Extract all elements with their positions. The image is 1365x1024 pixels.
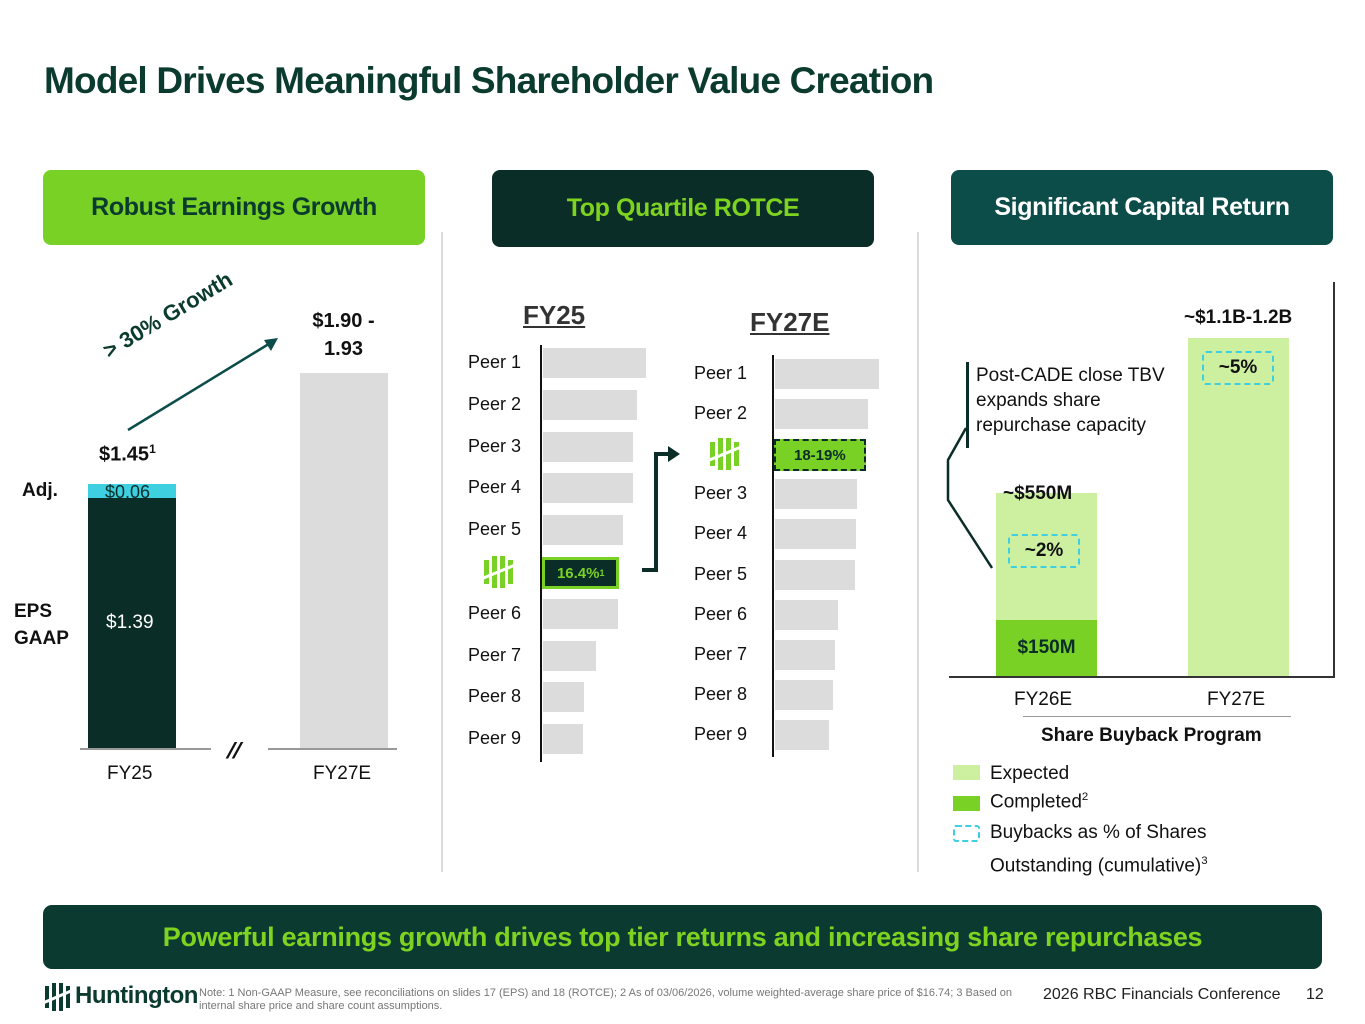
bar-fy27e (300, 373, 388, 748)
x-axis-line (949, 676, 1335, 678)
bar-peer-8 (775, 679, 833, 710)
category-label: Peer 7 (693, 643, 747, 664)
bar-peer-4 (775, 519, 856, 550)
bar-peer-3 (543, 431, 633, 462)
label-adj: Adj. (22, 480, 58, 501)
y-axis-line (772, 355, 774, 757)
label-eps-gaap: EPS GAAP (14, 601, 69, 649)
bar-peer-2 (543, 389, 638, 420)
bar-peer-5 (775, 559, 855, 590)
pct-label-fy27e: ~5% (1202, 351, 1274, 385)
bar-peer-2 (775, 399, 869, 430)
x-axis-line (268, 748, 397, 750)
category-label: Peer 3 (467, 435, 521, 456)
label-fy25-total: $1.451 (99, 442, 156, 466)
axis-break: // (223, 738, 245, 763)
bar-huntington: 18-19% (774, 439, 866, 472)
capital-annotation: Post-CADE close TBV expands share repurc… (976, 365, 1165, 436)
page-number: 12 (1306, 986, 1324, 1003)
y-axis-line (540, 345, 542, 762)
x-label-fy27e: FY27E (313, 763, 372, 784)
bar-peer-5 (543, 515, 623, 546)
label-eps-gaap-value: $1.39 (106, 612, 154, 633)
x-axis-line (80, 748, 211, 750)
bar-fy26e-expected (996, 493, 1097, 621)
bar-fy25-eps-gaap (88, 498, 176, 748)
annotation-leader (946, 427, 994, 569)
footnote: Note: 1 Non-GAAP Measure, see reconcilia… (199, 987, 1013, 1012)
bar-peer-3 (775, 479, 857, 510)
category-label: Peer 3 (693, 483, 747, 504)
category-label: Peer 1 (467, 352, 521, 372)
legend-swatch-completed (953, 796, 980, 811)
category-label: Peer 6 (467, 602, 521, 623)
bar-fy26e-completed: $150M (996, 620, 1097, 676)
divider (1023, 716, 1291, 717)
rotce-fy25-title: FY25 (523, 300, 586, 330)
legend-pct: Buybacks as % of Shares Outstanding (cum… (990, 822, 1208, 877)
pct-label-fy26e: ~2% (1008, 534, 1080, 568)
bar-peer-6 (775, 599, 839, 630)
label-fy27e-total: $1.90 - 1.93 (312, 310, 375, 360)
eps-chart: // $1.39 $0.06 $1.451 $1.90 - 1.93 Adj. … (0, 260, 440, 800)
panel-header-capital: Significant Capital Return (951, 170, 1333, 245)
huntington-logo-icon (43, 983, 71, 1011)
divider (917, 232, 919, 872)
bar-fy27e-expected (1188, 338, 1289, 676)
category-label: Peer 8 (467, 686, 521, 707)
category-label: Peer 2 (693, 403, 747, 424)
bar-huntington: 16.4% 1 (542, 557, 620, 589)
category-label: Peer 4 (467, 477, 521, 498)
growth-arrow (127, 338, 278, 432)
capital-chart-title: Share Buyback Program (1041, 725, 1262, 746)
bar-fy25-adj (88, 484, 176, 498)
move-up-arrow (642, 446, 680, 572)
label-fy27e-total: ~$1.1B-1.2B (1184, 307, 1293, 328)
label-adj-value: $0.06 (105, 482, 151, 502)
huntington-logo-text: Huntington (75, 982, 198, 1009)
label-fy26e-total: ~$550M (1003, 483, 1073, 504)
category-label: Peer 5 (467, 519, 521, 540)
annotation-bracket (966, 362, 969, 448)
category-label: Peer 6 (693, 603, 747, 624)
x-label-fy27e: FY27E (1207, 689, 1266, 710)
bar-peer-9 (775, 719, 830, 750)
axis-line (1333, 282, 1335, 678)
bar-peer-4 (543, 473, 633, 504)
x-label-fy25: FY25 (107, 763, 153, 784)
panel-header-rotce: Top Quartile ROTCE (492, 170, 874, 247)
legend-expected: Expected (990, 763, 1070, 784)
category-label: Peer 9 (467, 728, 521, 749)
divider (441, 232, 443, 872)
huntington-logo-icon (481, 556, 515, 588)
bar-peer-7 (543, 640, 596, 671)
category-label: Peer 5 (693, 563, 747, 584)
bar-peer-6 (543, 598, 618, 629)
legend-completed: Completed2 (990, 791, 1089, 813)
category-label: Peer 7 (467, 644, 521, 665)
category-label: Peer 2 (467, 393, 521, 414)
bar-peer-1 (543, 348, 646, 378)
legend-swatch-pct (953, 825, 980, 842)
bar-peer-1 (775, 359, 879, 389)
rotce-fy27e-title: FY27E (750, 307, 830, 337)
category-label: Peer 4 (693, 523, 747, 544)
conference-name: 2026 RBC Financials Conference (1043, 986, 1281, 1003)
category-label: Peer 9 (693, 723, 747, 744)
panel-header-earnings: Robust Earnings Growth (43, 170, 425, 245)
bar-peer-9 (543, 724, 584, 755)
huntington-logo-icon (707, 438, 741, 471)
bar-peer-7 (775, 639, 835, 670)
bar-peer-8 (543, 682, 585, 713)
bottom-banner: Powerful earnings growth drives top tier… (43, 905, 1322, 969)
page-title: Model Drives Meaningful Shareholder Valu… (44, 60, 934, 101)
category-label: Peer 1 (693, 363, 747, 383)
legend-swatch-expected (953, 765, 980, 780)
x-label-fy26e: FY26E (1014, 689, 1073, 710)
category-label: Peer 8 (693, 683, 747, 704)
